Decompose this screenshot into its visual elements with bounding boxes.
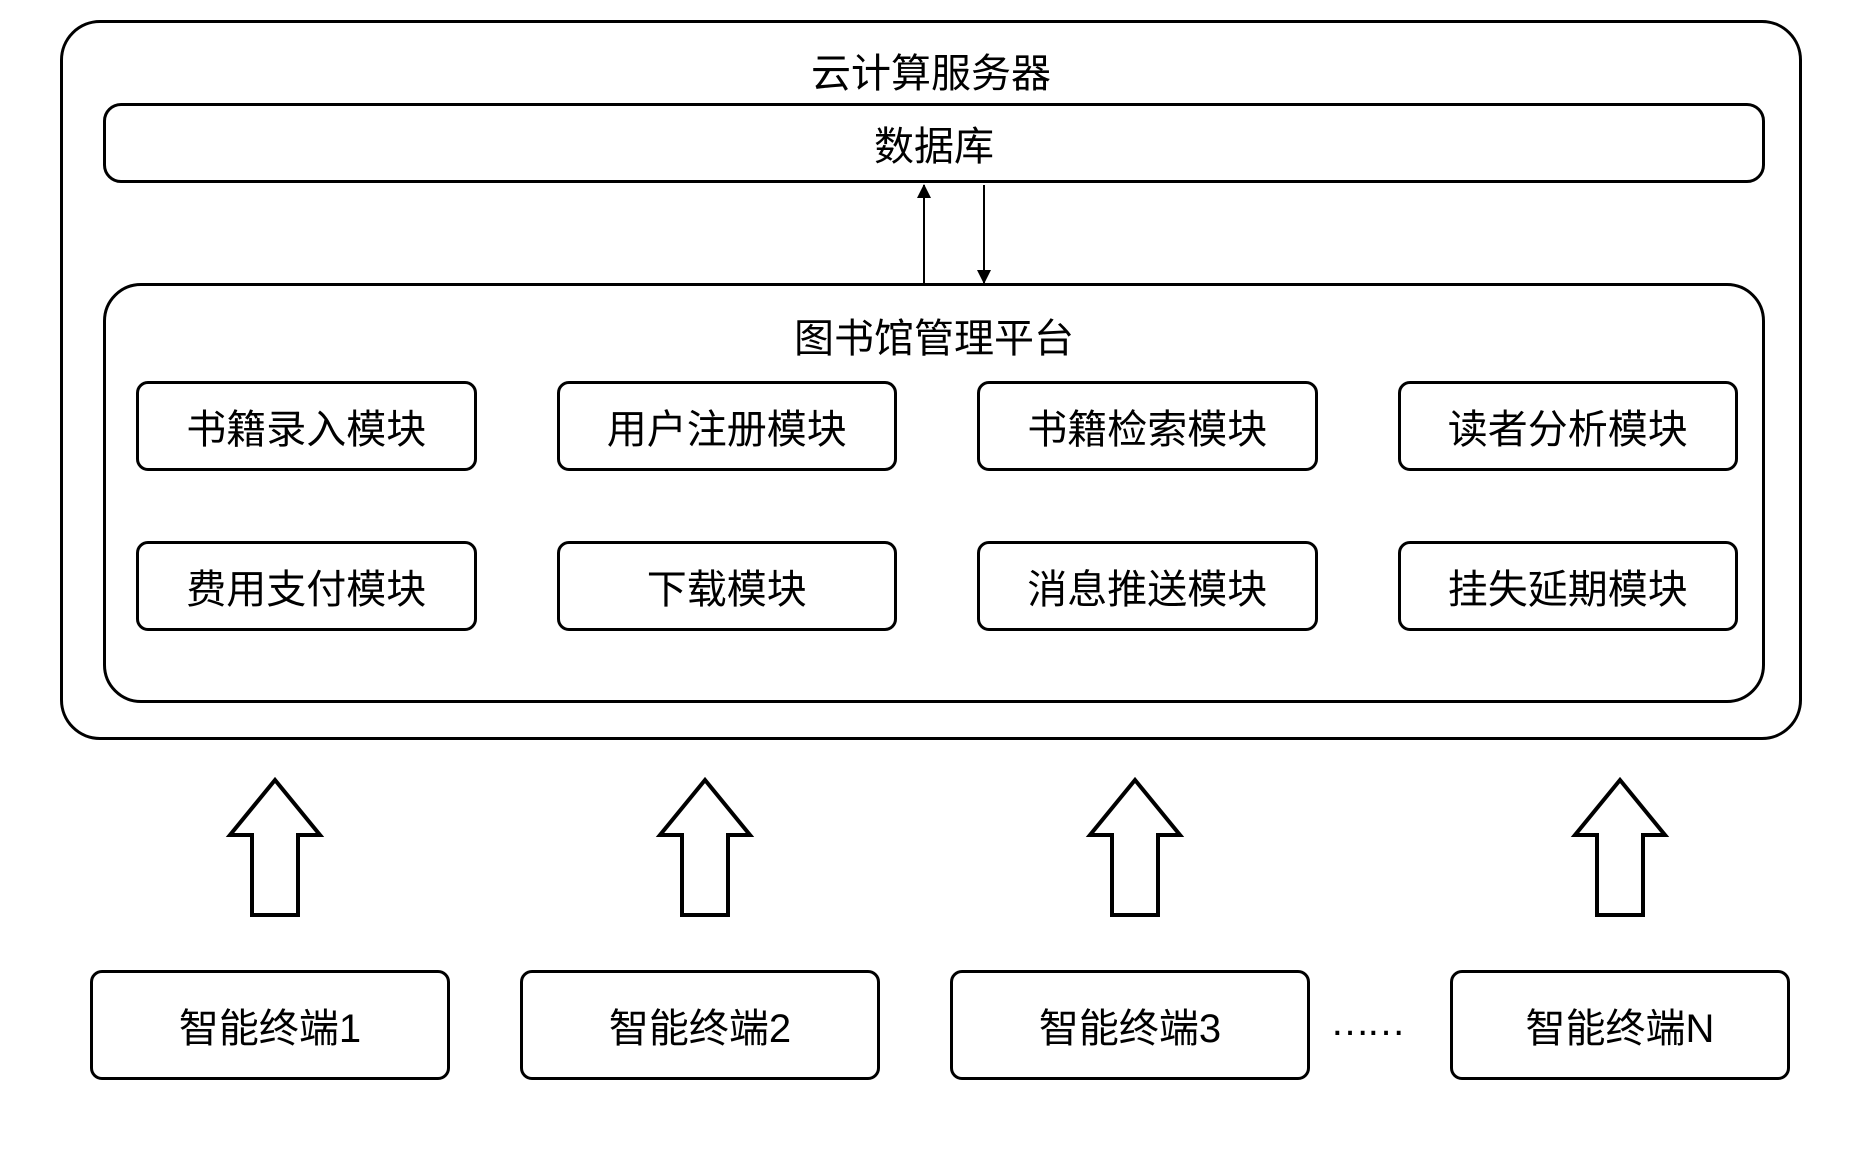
module-book-search: 书籍检索模块 [977, 381, 1318, 471]
terminal-2: 智能终端2 [520, 970, 880, 1080]
database-box: 数据库 [103, 103, 1765, 183]
terminal-3: 智能终端3 [950, 970, 1310, 1080]
module-user-register: 用户注册模块 [557, 381, 898, 471]
module-label: 下载模块 [647, 557, 807, 615]
arrow-db-up [923, 185, 925, 283]
platform-container: 图书馆管理平台 书籍录入模块 用户注册模块 书籍检索模块 读者分析模块 费用支付… [103, 283, 1765, 703]
module-book-entry: 书籍录入模块 [136, 381, 477, 471]
module-label: 读者分析模块 [1448, 397, 1688, 455]
module-reader-analysis: 读者分析模块 [1398, 381, 1739, 471]
block-arrow-n [1565, 775, 1675, 925]
module-loss-extend: 挂失延期模块 [1398, 541, 1739, 631]
terminal-label: 智能终端N [1526, 996, 1715, 1054]
module-download: 下载模块 [557, 541, 898, 631]
module-label: 挂失延期模块 [1448, 557, 1688, 615]
terminal-label: 智能终端2 [609, 996, 791, 1054]
terminal-ellipsis: …… [1330, 1000, 1402, 1045]
module-label: 消息推送模块 [1027, 557, 1267, 615]
block-arrow-2 [650, 775, 760, 925]
cloud-server-container: 云计算服务器 数据库 图书馆管理平台 书籍录入模块 用户注册模块 书籍检索模块 … [60, 20, 1802, 740]
platform-title: 图书馆管理平台 [106, 306, 1762, 364]
module-label: 书籍检索模块 [1027, 397, 1267, 455]
terminal-row: 智能终端1 智能终端2 智能终端3 …… 智能终端N [60, 960, 1802, 1090]
cloud-server-title: 云计算服务器 [63, 41, 1799, 99]
module-fee-payment: 费用支付模块 [136, 541, 477, 631]
module-label: 书籍录入模块 [186, 397, 426, 455]
module-label: 费用支付模块 [186, 557, 426, 615]
block-arrow-1 [220, 775, 330, 925]
terminal-label: 智能终端3 [1039, 996, 1221, 1054]
database-label: 数据库 [874, 114, 994, 172]
module-message-push: 消息推送模块 [977, 541, 1318, 631]
module-label: 用户注册模块 [607, 397, 847, 455]
module-grid: 书籍录入模块 用户注册模块 书籍检索模块 读者分析模块 费用支付模块 下载模块 … [136, 381, 1738, 631]
terminal-n: 智能终端N [1450, 970, 1790, 1080]
arrow-db-down [983, 185, 985, 283]
terminal-label: 智能终端1 [179, 996, 361, 1054]
block-arrow-3 [1080, 775, 1190, 925]
terminal-1: 智能终端1 [90, 970, 450, 1080]
